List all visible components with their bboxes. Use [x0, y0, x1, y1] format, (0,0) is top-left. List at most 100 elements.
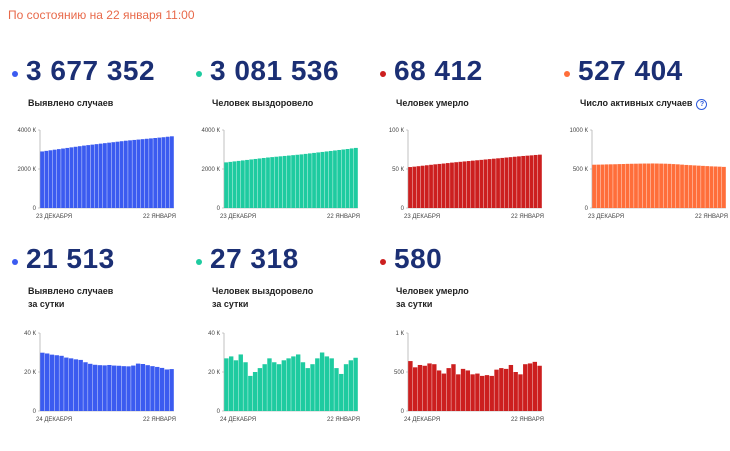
bar	[132, 139, 137, 208]
y-tick-label: 100 К	[389, 128, 405, 134]
bar	[236, 160, 241, 208]
bar	[460, 368, 466, 411]
bar	[115, 141, 120, 208]
bar	[334, 368, 339, 411]
bar	[489, 375, 494, 411]
bar	[128, 140, 132, 208]
bar	[458, 161, 463, 208]
bullet-dot	[12, 259, 18, 265]
y-tick-label: 4000 К	[201, 128, 220, 134]
bar	[417, 364, 423, 411]
bar	[61, 148, 65, 208]
bar	[69, 147, 74, 208]
bar	[420, 165, 425, 208]
bar	[300, 362, 306, 411]
label-cases-total: Выявлено случаев	[28, 98, 114, 108]
bar	[675, 164, 680, 208]
bar	[433, 164, 438, 208]
card-recovered-total: 3 081 536 Человек выздоровело 4000 К 2000…	[196, 55, 366, 245]
bar	[471, 160, 475, 208]
bar	[466, 161, 471, 208]
bar	[272, 362, 277, 411]
bar	[270, 157, 275, 208]
bar	[705, 166, 710, 208]
bar	[436, 370, 442, 411]
bar	[238, 354, 243, 411]
bar	[153, 138, 158, 208]
bar	[161, 137, 166, 208]
bar	[136, 139, 141, 208]
bar	[451, 364, 456, 411]
label-line: Человек выздоровело	[212, 286, 314, 296]
bar	[68, 358, 74, 411]
bar	[412, 166, 417, 208]
bar	[441, 373, 447, 411]
bar	[487, 159, 492, 208]
bar	[150, 366, 155, 411]
bar	[324, 151, 329, 208]
bar	[523, 364, 528, 411]
bar	[638, 163, 643, 208]
bar	[240, 160, 245, 208]
bar	[345, 149, 350, 208]
bar	[123, 140, 128, 208]
chart-svg: 4000 К 2000 К 0 23 ДЕКАБРЯ 22 ЯНВАРЯ	[201, 128, 360, 220]
bar	[303, 153, 308, 208]
bar	[427, 363, 432, 411]
bar	[532, 361, 538, 411]
bar	[692, 165, 697, 208]
bar	[441, 163, 446, 208]
bar	[613, 164, 617, 208]
bar	[73, 359, 79, 411]
label-active-cases-text: Число активных случаев	[580, 98, 693, 108]
bar	[416, 166, 421, 208]
chart-recovered-total: 4000 К 2000 К 0 23 ДЕКАБРЯ 22 ЯНВАРЯ	[196, 120, 366, 230]
bar	[341, 149, 346, 208]
bar	[663, 163, 668, 208]
chart-active-cases: 1000 К 500 К 0 23 ДЕКАБРЯ 22 ЯНВАРЯ	[564, 120, 730, 230]
bar	[253, 158, 258, 208]
bar	[40, 151, 44, 208]
bar	[305, 368, 310, 411]
bar	[88, 363, 93, 411]
bar	[465, 370, 471, 411]
bar	[450, 162, 454, 208]
bar	[475, 373, 480, 411]
bar	[276, 364, 282, 411]
bar	[538, 154, 542, 208]
y-tick-label: 0	[33, 206, 37, 212]
chart-svg: 1000 К 500 К 0 23 ДЕКАБРЯ 22 ЯНВАРЯ	[569, 128, 728, 220]
bar	[600, 164, 605, 208]
chart-deaths-daily: 1 К 500 0 24 ДЕКАБРЯ 22 ЯНВАРЯ	[380, 323, 550, 433]
label-deaths-daily: Человек умерло за сутки	[396, 285, 469, 311]
y-tick-label: 1000 К	[569, 128, 588, 134]
card-cases-total: 3 677 352 Выявлено случаев 4000 К 2000 К 0…	[12, 55, 182, 245]
bar	[408, 167, 412, 208]
label-recovered-total: Человек выздоровело	[212, 98, 314, 108]
bar	[59, 355, 64, 411]
x-label-start: 23 ДЕКАБРЯ	[36, 214, 72, 220]
label-line: за сутки	[212, 299, 249, 309]
bar	[267, 358, 272, 411]
bar	[64, 357, 69, 411]
bar	[484, 375, 490, 411]
value-deaths-total: 68 412	[394, 55, 483, 86]
y-tick-label: 500	[394, 370, 405, 376]
bar	[135, 363, 141, 411]
bar	[320, 151, 325, 208]
bar	[513, 372, 518, 411]
bar	[671, 164, 676, 208]
bar	[155, 366, 160, 411]
bar	[646, 163, 651, 208]
bar	[456, 374, 461, 411]
bar	[40, 352, 45, 411]
bar	[517, 156, 521, 208]
bar	[140, 139, 145, 208]
bar	[44, 150, 49, 208]
bar	[232, 161, 237, 208]
bar	[102, 365, 107, 411]
bar	[617, 164, 622, 208]
chart-svg: 100 К 50 К 0 23 ДЕКАБРЯ 22 ЯНВАРЯ	[389, 128, 544, 220]
bar	[701, 165, 705, 208]
info-icon[interactable]: ?	[696, 99, 708, 110]
